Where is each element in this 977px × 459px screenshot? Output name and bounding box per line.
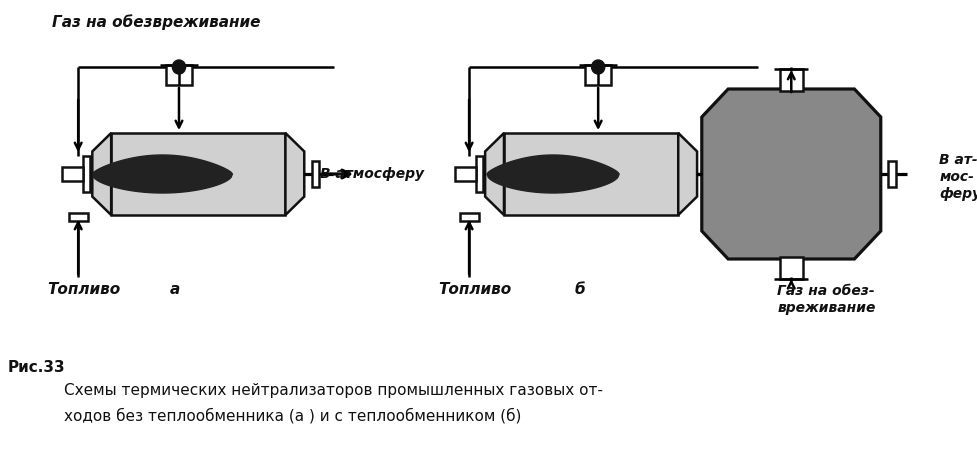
Polygon shape [701,90,880,259]
Text: вреживание: вреживание [777,300,874,314]
Text: Схемы термических нейтрализаторов промышленных газовых от-: Схемы термических нейтрализаторов промыш… [64,382,603,397]
Text: Газ на обез-: Газ на обез- [777,283,873,297]
Text: В ат-: В ат- [938,153,977,167]
Bar [887,162,895,188]
Bar [166,66,191,86]
Circle shape [591,61,604,75]
Text: а: а [169,281,180,297]
Bar [454,168,475,182]
Polygon shape [677,134,697,216]
Polygon shape [487,156,618,194]
Polygon shape [111,134,285,216]
Text: Топливо: Топливо [47,281,120,297]
Text: Топливо: Топливо [438,281,511,297]
Text: б: б [574,281,584,297]
Bar [63,168,83,182]
Polygon shape [503,134,677,216]
Bar [780,70,802,92]
Polygon shape [92,134,111,216]
Polygon shape [92,156,233,194]
Text: ходов без теплообменника (а ) и с теплообменником (б): ходов без теплообменника (а ) и с теплоо… [64,407,521,423]
Bar [459,213,478,222]
Bar [83,157,90,193]
Bar [312,162,319,188]
Bar [780,257,802,280]
Bar [584,66,611,86]
Text: феру: феру [938,187,977,201]
Text: Газ на обезвреживание: Газ на обезвреживание [52,14,260,30]
Text: В атмосферу: В атмосферу [319,167,424,180]
Circle shape [172,61,186,75]
Polygon shape [285,134,304,216]
Text: мос-: мос- [938,170,973,184]
Bar [475,157,483,193]
Polygon shape [485,134,503,216]
Text: Рис.33: Рис.33 [8,359,65,374]
Bar [68,213,88,222]
